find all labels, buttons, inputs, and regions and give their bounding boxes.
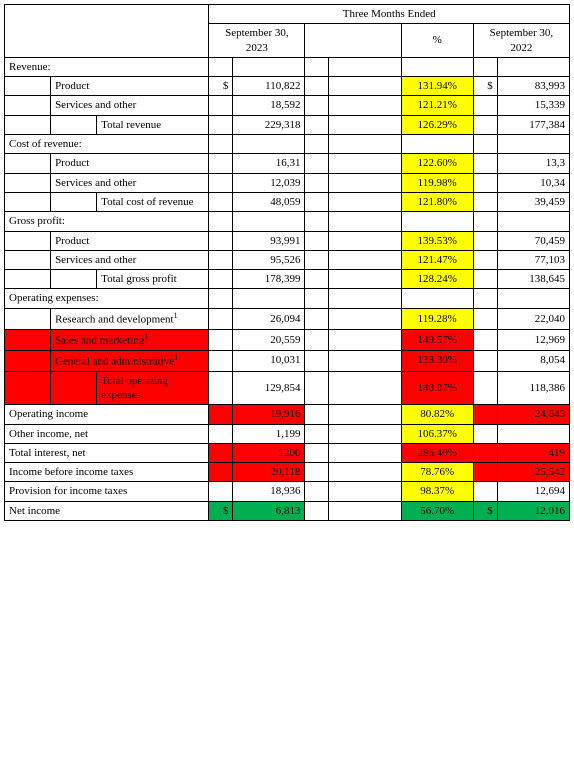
row-label: Provision for income taxes — [5, 482, 209, 501]
cell-value: 20,559 — [233, 329, 305, 350]
cell-percent: 126.29% — [401, 115, 473, 134]
cell-percent: 56.70% — [401, 501, 473, 520]
cell-value: 20,118 — [233, 463, 305, 482]
cell-value: 118,386 — [497, 371, 569, 405]
cell-value: 6,813 — [233, 501, 305, 520]
cell-percent: 121.47% — [401, 250, 473, 269]
cell-percent: 98.37% — [401, 482, 473, 501]
row-label: Product — [51, 77, 209, 96]
cell-percent: 139.53% — [401, 231, 473, 250]
cell-value: 138,645 — [497, 270, 569, 289]
header-percent: % — [401, 24, 473, 58]
row-label: Product — [51, 231, 209, 250]
cell-value: 16,31 — [233, 154, 305, 173]
row-label: Net income — [5, 501, 209, 520]
row-label: Research and development1 — [51, 308, 209, 329]
cell-value: 15,339 — [497, 96, 569, 115]
cell-value: 110,822 — [233, 77, 305, 96]
cell-percent: 78.76% — [401, 463, 473, 482]
cell-value: 22,040 — [497, 308, 569, 329]
cell-value: 177,384 — [497, 115, 569, 134]
cell-value: 419 — [497, 443, 569, 462]
row-label: Total revenue — [97, 115, 209, 134]
cell-value: 12,016 — [497, 501, 569, 520]
cell-value: 229,318 — [233, 115, 305, 134]
cell-value: 12,969 — [497, 329, 569, 350]
cell-value: 129,854 — [233, 371, 305, 405]
row-label: Sales and marketing1 — [51, 329, 209, 350]
cell-value: 1,199 — [233, 424, 305, 443]
row-label: Income before income taxes — [5, 463, 209, 482]
cell-value: 12,039 — [233, 173, 305, 192]
header-group: Three Months Ended — [209, 5, 570, 24]
row-label: Total gross profit — [97, 270, 209, 289]
cell-value: 25,542 — [497, 463, 569, 482]
cell-percent: 286.40% — [401, 443, 473, 462]
row-label: Services and other — [51, 173, 209, 192]
cell-value: 19,916 — [233, 405, 305, 424]
cell-value: 8,054 — [497, 350, 569, 371]
cell-value: 93,991 — [233, 231, 305, 250]
cell-value: 39,459 — [497, 192, 569, 211]
cell-value: 18,936 — [233, 482, 305, 501]
cell-value: 95,526 — [233, 250, 305, 269]
header-date-b: September 30, 2022 — [473, 24, 569, 58]
cell-value: 10,34 — [497, 173, 569, 192]
cell-value: 77,103 — [497, 250, 569, 269]
cell-percent: 149.57% — [401, 329, 473, 350]
row-label: Other income, net — [5, 424, 209, 443]
cell-value: 10,031 — [233, 350, 305, 371]
cell-value: 48,059 — [233, 192, 305, 211]
row-label: Total cost of revenue — [97, 192, 209, 211]
currency-symbol: $ — [473, 77, 497, 96]
cell-percent: 140.07% — [401, 371, 473, 405]
cell-value: 26,094 — [233, 308, 305, 329]
row-label: Total operating expenses — [97, 371, 209, 405]
cell-value: 70,459 — [497, 231, 569, 250]
cell-percent: 128.24% — [401, 270, 473, 289]
cell-percent: 119.98% — [401, 173, 473, 192]
cell-percent: 121.80% — [401, 192, 473, 211]
section-opex: Operating expenses: — [5, 289, 209, 308]
row-label: Services and other — [51, 96, 209, 115]
cell-value: 178,399 — [233, 270, 305, 289]
cell-percent: 131.94% — [401, 77, 473, 96]
section-gross: Gross profit: — [5, 212, 209, 231]
row-label: Total interest, net — [5, 443, 209, 462]
row-label: Services and other — [51, 250, 209, 269]
cell-value: 24,643 — [497, 405, 569, 424]
row-label: Operating income — [5, 405, 209, 424]
currency-symbol: $ — [209, 501, 233, 520]
section-revenue: Revenue: — [5, 57, 209, 76]
cell-value: 1200 — [233, 443, 305, 462]
currency-symbol: $ — [473, 501, 497, 520]
row-label: Product — [51, 154, 209, 173]
row-label: General and administrative1 — [51, 350, 209, 371]
cell-percent: 106.37% — [401, 424, 473, 443]
cell-percent: 80.82% — [401, 405, 473, 424]
header-date-a: September 30, 2023 — [209, 24, 305, 58]
cell-value: 13,3 — [497, 154, 569, 173]
financial-table: Three Months Ended September 30, 2023 % … — [4, 4, 570, 521]
cell-percent: 119.28% — [401, 308, 473, 329]
cell-percent: 121.21% — [401, 96, 473, 115]
cell-percent: 138.30% — [401, 350, 473, 371]
cell-value: 83,993 — [497, 77, 569, 96]
cell-value: 18,592 — [233, 96, 305, 115]
currency-symbol: $ — [209, 77, 233, 96]
section-cost: Cost of revenue: — [5, 135, 209, 154]
cell-value — [497, 424, 569, 443]
cell-percent: 122.60% — [401, 154, 473, 173]
cell-value: 12,694 — [497, 482, 569, 501]
